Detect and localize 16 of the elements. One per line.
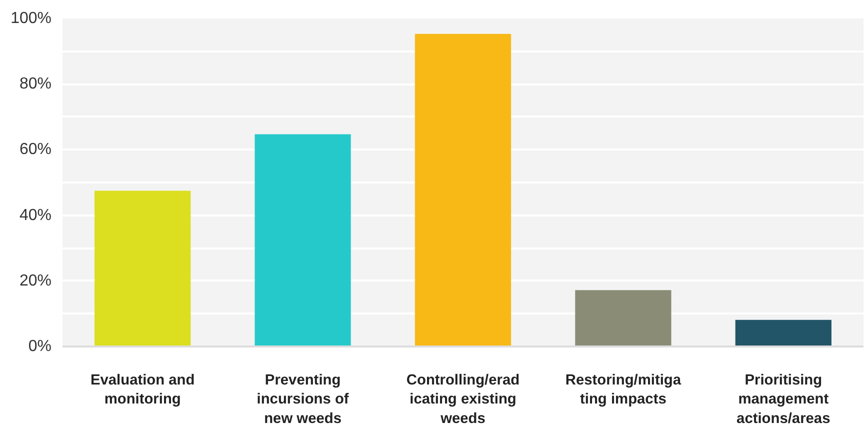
y-tick-label: 100% [10, 10, 52, 27]
bar [94, 190, 191, 346]
y-tick-label: 40% [19, 206, 52, 224]
x-tick-label: Restoring/mitigating impacts [565, 372, 682, 408]
bar [735, 320, 832, 346]
x-tick-label: Controlling/eradicating existing weeds [406, 372, 520, 427]
y-tick-label: 60% [19, 141, 52, 158]
y-tick-label: 80% [19, 76, 52, 93]
y-tick-label: 0% [28, 338, 52, 355]
bar [414, 34, 512, 346]
x-tick-label: Evaluation and monitoring [90, 372, 195, 408]
x-tick-label: Prioritising management actions/areas [736, 372, 830, 427]
x-tick-label: Preventing incursions of new weeds [256, 372, 349, 427]
y-tick-label: 20% [19, 272, 52, 290]
bar [254, 134, 351, 346]
bar [575, 290, 672, 346]
